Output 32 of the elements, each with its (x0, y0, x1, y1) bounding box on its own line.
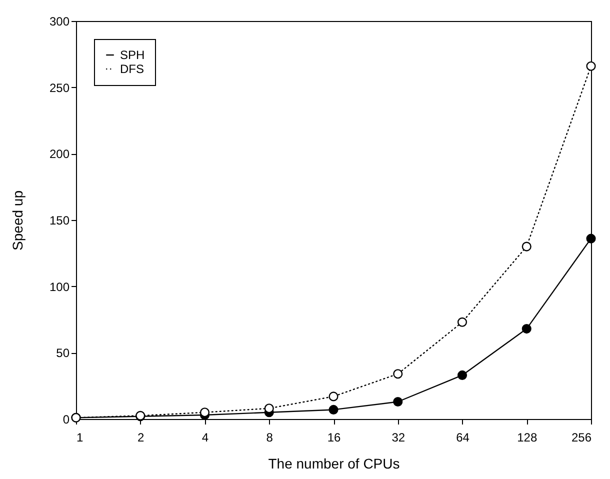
x-tick-label: 16 (327, 430, 341, 444)
point (393, 396, 403, 407)
point (522, 242, 532, 252)
y-tick-label: 100 (49, 280, 70, 294)
x-tick-label: 4 (202, 430, 209, 444)
point (200, 408, 210, 418)
point (586, 234, 596, 244)
x-tick-label: 32 (392, 430, 406, 444)
y-axis-title: Speed up (9, 190, 26, 250)
y-tick-label: 50 (56, 346, 70, 360)
point (328, 392, 338, 402)
y-tick-label: 250 (49, 80, 70, 95)
x-tick-label: 64 (456, 430, 470, 444)
point (586, 61, 596, 71)
x-tick-label: 1 (76, 430, 84, 444)
y-tick-label: 200 (49, 147, 70, 162)
legend-label: DFS (120, 62, 144, 76)
point (393, 369, 403, 379)
x-tick-label: 128 (517, 430, 538, 444)
x-tick-label: 256 (571, 430, 592, 444)
y-tick-label: 0 (62, 412, 70, 426)
x-axis-title: The number of CPUs (268, 456, 400, 472)
point (457, 370, 468, 380)
point (264, 404, 274, 414)
point (457, 317, 468, 327)
y-tick-label: 150 (49, 214, 70, 228)
point (328, 404, 338, 414)
point (522, 324, 532, 334)
x-tick-label: 2 (138, 430, 145, 444)
legend-label: SPH (120, 48, 145, 62)
y-tick-label: 300 (49, 14, 70, 28)
x-tick-label: 8 (266, 430, 274, 444)
